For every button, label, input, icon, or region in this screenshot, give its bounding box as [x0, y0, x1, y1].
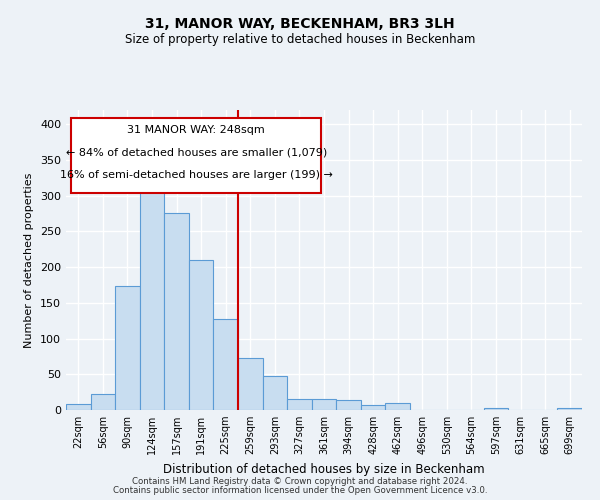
- Bar: [385, 403, 410, 410]
- Bar: [287, 398, 312, 410]
- Bar: [336, 400, 361, 410]
- Text: 31, MANOR WAY, BECKENHAM, BR3 3LH: 31, MANOR WAY, BECKENHAM, BR3 3LH: [145, 18, 455, 32]
- Bar: [91, 394, 115, 410]
- Y-axis label: Number of detached properties: Number of detached properties: [25, 172, 34, 348]
- Bar: [66, 404, 91, 410]
- X-axis label: Distribution of detached houses by size in Beckenham: Distribution of detached houses by size …: [163, 462, 485, 475]
- Text: Contains public sector information licensed under the Open Government Licence v3: Contains public sector information licen…: [113, 486, 487, 495]
- Bar: [238, 358, 263, 410]
- Bar: [312, 400, 336, 410]
- Bar: [263, 376, 287, 410]
- Bar: [361, 405, 385, 410]
- Bar: [140, 190, 164, 410]
- Text: 16% of semi-detached houses are larger (199) →: 16% of semi-detached houses are larger (…: [60, 170, 333, 180]
- Text: Contains HM Land Registry data © Crown copyright and database right 2024.: Contains HM Land Registry data © Crown c…: [132, 477, 468, 486]
- Bar: [214, 320, 238, 410]
- Bar: [189, 260, 214, 410]
- Text: 31 MANOR WAY: 248sqm: 31 MANOR WAY: 248sqm: [127, 125, 265, 135]
- Bar: [115, 286, 140, 410]
- FancyBboxPatch shape: [71, 118, 322, 192]
- Text: ← 84% of detached houses are smaller (1,079): ← 84% of detached houses are smaller (1,…: [65, 148, 327, 158]
- Bar: [164, 213, 189, 410]
- Bar: [557, 408, 582, 410]
- Bar: [484, 408, 508, 410]
- Text: Size of property relative to detached houses in Beckenham: Size of property relative to detached ho…: [125, 32, 475, 46]
